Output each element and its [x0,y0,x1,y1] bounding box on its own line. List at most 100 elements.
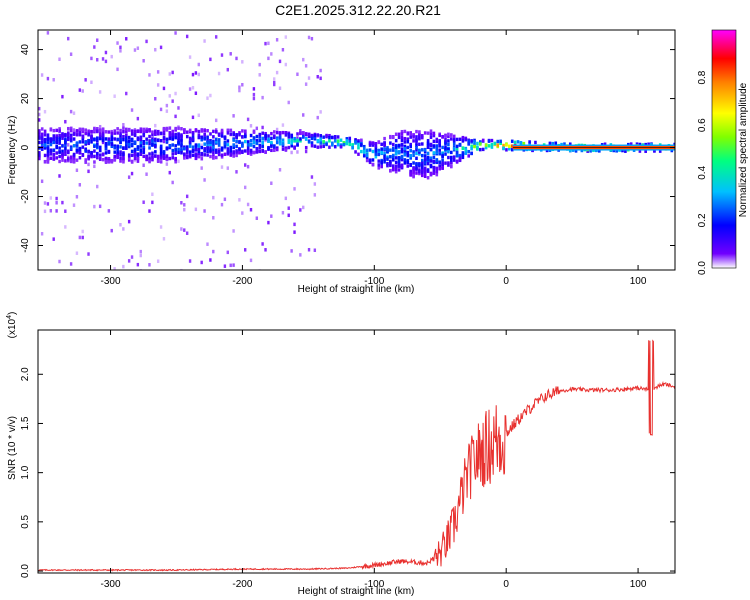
spectrogram-cell [252,87,256,91]
spectrogram-cell [203,129,206,133]
spectrogram-cell [113,144,117,148]
colorbar-ticks: 0.0 0.2 0.4 0.6 0.8 [697,70,708,275]
spectrogram-cell [316,145,320,149]
spectrogram-cell [284,62,288,67]
spectrogram-cell [278,86,282,90]
spectrogram-cell [220,146,224,150]
spectrogram-cell [191,72,195,77]
spectrogram-y-tick-label: 40 [20,44,31,56]
spectrogram-cell [406,140,410,144]
spectrogram-cell [96,142,99,147]
spectrogram-cell [142,58,145,63]
spectrogram-cell [46,31,50,35]
spectrogram-cell [441,154,444,158]
spectrogram-cell [69,159,73,164]
spectrogram-cell [374,152,378,156]
spectrogram-cell [412,150,415,154]
spectrogram-cell [238,85,241,90]
spectrogram-cell [510,139,514,143]
spectrogram-cell [409,132,412,136]
spectrogram-cell [223,145,227,149]
spectrogram-cell [151,137,154,141]
spectrogram-cell [386,155,389,159]
spectrogram-cell [197,113,200,118]
spectrogram-cell [476,141,479,146]
spectrogram-cell [452,139,456,143]
spectrogram-cell [168,133,172,138]
spectrogram-cell [98,145,102,150]
spectrogram-cell [194,71,198,75]
spectrogram-cell [130,142,134,147]
spectrogram-cell [119,137,122,142]
spectrogram-cell [209,57,212,62]
spectrogram-cell [420,165,424,169]
spectrogram-cell [67,36,70,41]
spectrogram-cell [148,159,151,164]
spectrogram-cell [241,141,244,146]
spectrogram-cell [435,146,439,151]
spectrogram-cell [96,151,99,156]
spectrogram-cell [244,149,247,153]
spectrogram-cell [415,156,418,161]
spectrogram-cell [394,148,398,152]
spectrogram-cell [273,77,276,81]
spectrogram-cell [67,133,70,137]
spectrogram-cell [125,136,128,140]
spectrogram-cell [81,235,84,240]
spectrogram-cell [409,170,412,174]
spectrogram-cell [348,139,352,144]
spectrogram-cell [214,130,218,134]
spectrogram-cell [162,237,166,241]
spectrogram-cell [389,163,392,168]
spectrogram-cell [226,143,230,147]
spectrogram-cell [252,129,256,133]
spectrogram-cell [290,249,293,253]
spectrogram-cell [200,128,204,132]
spectrogram-cell [400,164,404,168]
spectrogram-cell [220,153,224,157]
spectrogram-cell [188,144,192,148]
spectrogram-cell [93,138,96,142]
spectrogram-cell [58,129,61,133]
spectrogram-cell [362,146,366,151]
spectrogram-cell [435,144,439,148]
spectrogram-cell [200,138,204,142]
spectrogram-cell [90,153,93,158]
spectrogram-cell [304,82,308,86]
spectrogram-cell [110,137,114,142]
spectrogram-cell [194,128,198,132]
spectrogram-cell [101,138,105,143]
spectrogram-cell [52,140,56,145]
spectrogram-cell [391,142,395,147]
spectrogram-cell [61,200,64,205]
spectrogram-cell [125,91,128,96]
spectrogram-cell [397,164,401,168]
spectrogram-cell [267,56,270,61]
spectrogram-cell [397,156,401,160]
spectrogram-cell [400,138,404,143]
spectrogram-x-tick-label: -100 [364,276,384,287]
spectrogram-cell [403,158,407,162]
spectrogram-cell [296,138,299,143]
spectrogram-cell [508,144,511,148]
spectrogram-cell [310,144,314,148]
spectrogram-cell [200,151,204,156]
spectrogram-cell [174,148,177,152]
spectrogram-cell [162,150,166,154]
spectrogram-cell [420,153,424,158]
spectrogram-cell [136,159,140,163]
spectrogram-cell [429,142,433,147]
spectrogram-cell [223,264,227,268]
spectrogram-cell [252,140,256,145]
spectrogram-cell [87,133,90,137]
spectrogram-cell [415,146,418,150]
spectrogram-cell [130,138,134,142]
spectrogram-cell [432,133,436,138]
spectrogram-cell [275,147,279,152]
spectrogram-cell [81,153,85,157]
spectrogram-cell [162,132,166,136]
spectrogram-cell [104,144,108,148]
spectrogram-cell [418,148,421,153]
spectrogram-cell [438,164,441,168]
spectrogram-cell [148,142,151,146]
